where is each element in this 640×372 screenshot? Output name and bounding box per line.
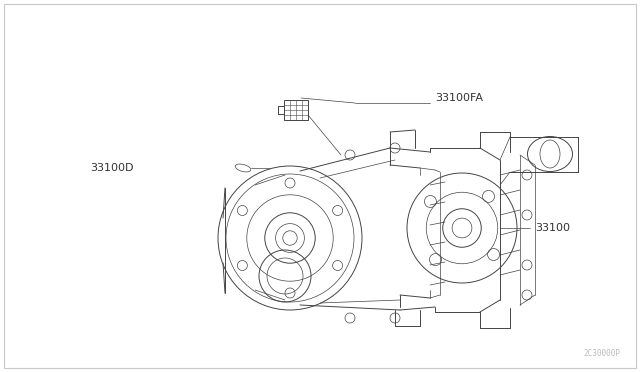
- Text: 33100D: 33100D: [90, 163, 134, 173]
- Text: 33100: 33100: [535, 223, 570, 233]
- Bar: [284, 100, 308, 120]
- Text: 33100FA: 33100FA: [435, 93, 483, 103]
- Text: 2C30000P: 2C30000P: [583, 349, 620, 358]
